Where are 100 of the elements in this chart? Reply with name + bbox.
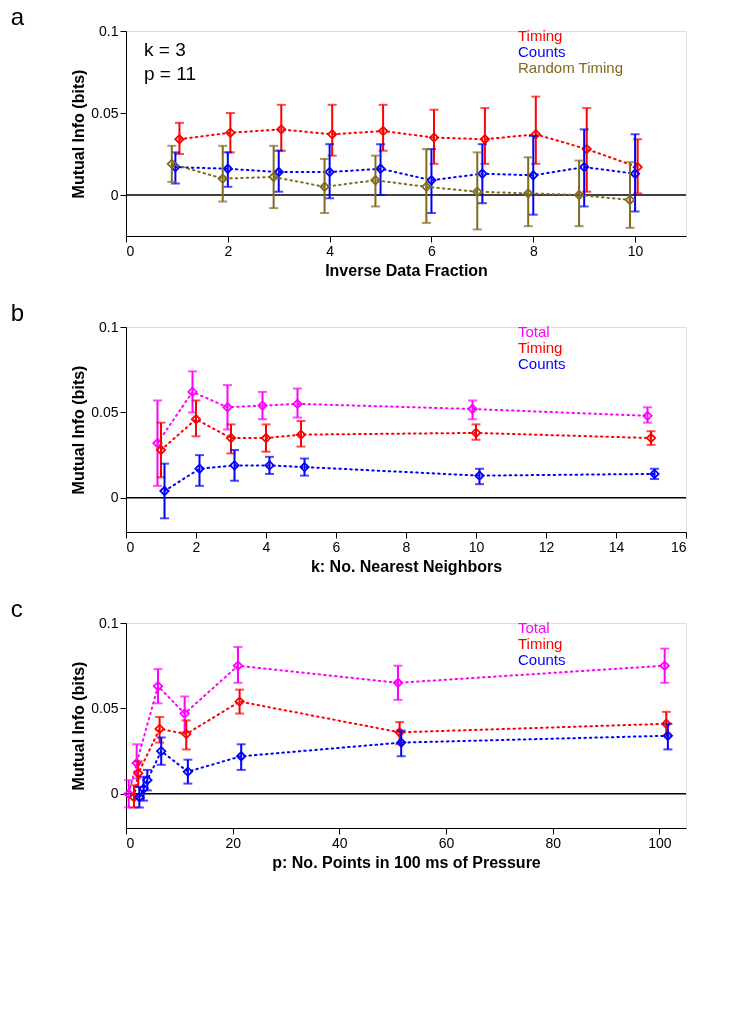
y-tick-label: 0.05 [91,104,119,121]
point [327,129,338,140]
point [632,162,643,173]
y-axis-title: Mutual Info (bits) [70,69,88,199]
text: Total [518,619,550,636]
point [182,766,193,777]
point [574,189,585,201]
point [187,386,198,397]
x-tick-label: 2 [192,538,201,555]
y-tick-label: 0.1 [99,318,119,335]
point [426,175,437,186]
text: Timing [518,339,563,356]
text: Timing [518,27,563,44]
x-tick-label: 14 [608,538,625,555]
point [138,783,149,794]
y-tick-label: 0 [110,186,119,203]
point [225,127,236,138]
point [659,660,670,671]
point [128,792,140,803]
x-tick-label: 10 [627,242,644,259]
x-axis-title: k: No. Nearest Neighbors [310,557,503,575]
point [467,403,478,415]
point [292,398,303,409]
x-axis-title: p: No. Points in 100 ms of Pressure [272,853,541,871]
point [530,129,541,140]
chart-title: b [10,299,25,326]
x-tick-label: 80 [545,834,562,851]
point [232,660,244,671]
x-tick-label: 4 [262,538,271,555]
text: Timing [518,635,563,652]
point [181,728,192,740]
point [295,429,307,440]
point [179,708,190,719]
x-tick-label: 0 [126,834,135,851]
text: Random Timing [518,59,624,76]
point [142,775,153,786]
y-tick-label: 0 [110,489,119,506]
point [472,186,483,197]
point [661,718,672,729]
y-tick-label: 0.05 [91,699,119,716]
point [257,400,268,411]
point [642,410,653,421]
point [194,463,205,474]
y-tick-label: 0.1 [99,614,119,631]
point [662,730,673,741]
point [630,168,641,179]
point [276,124,287,135]
x-tick-label: 0 [126,242,135,259]
point [299,462,310,473]
x-tick-label: 2 [224,242,233,259]
point [159,485,170,497]
text: Counts [518,43,566,60]
x-tick-label: 0 [126,538,135,555]
x-tick-label: 16 [670,538,687,555]
y-tick-label: 0.05 [91,403,119,420]
point [319,181,330,192]
point [217,173,228,184]
x-tick-label: 100 [648,834,672,851]
point [477,168,488,179]
point [428,132,440,143]
text: Total [518,323,550,340]
point [579,162,590,173]
point [174,134,185,145]
point [236,751,247,762]
point [264,460,275,471]
annotation: k = 3 [144,39,186,60]
point [375,163,386,174]
y-axis-title: Mutual Info (bits) [70,365,88,495]
point [392,677,404,688]
point [234,696,245,707]
point [396,737,407,748]
point [190,414,202,425]
point [324,166,335,178]
point [378,125,389,137]
point [370,175,381,186]
point [268,171,279,183]
x-tick-label: 10 [468,538,485,555]
point [152,681,164,692]
point [133,768,144,779]
x-tick-label: 6 [332,538,341,555]
point [479,134,490,145]
point [394,727,405,738]
point [470,427,482,438]
point [523,188,534,199]
text: Counts [518,355,566,372]
text: Counts [518,651,566,668]
point [225,432,237,444]
x-tick-label: 20 [225,834,242,851]
x-tick-label: 40 [332,834,348,851]
point [134,792,145,803]
point [421,181,432,192]
point [474,470,485,481]
point [260,432,272,444]
point [166,158,177,169]
point [581,144,592,155]
y-tick-label: 0.1 [99,22,119,39]
point [155,444,167,456]
point [229,460,240,471]
point [273,166,284,178]
chart-title: a [10,3,25,30]
